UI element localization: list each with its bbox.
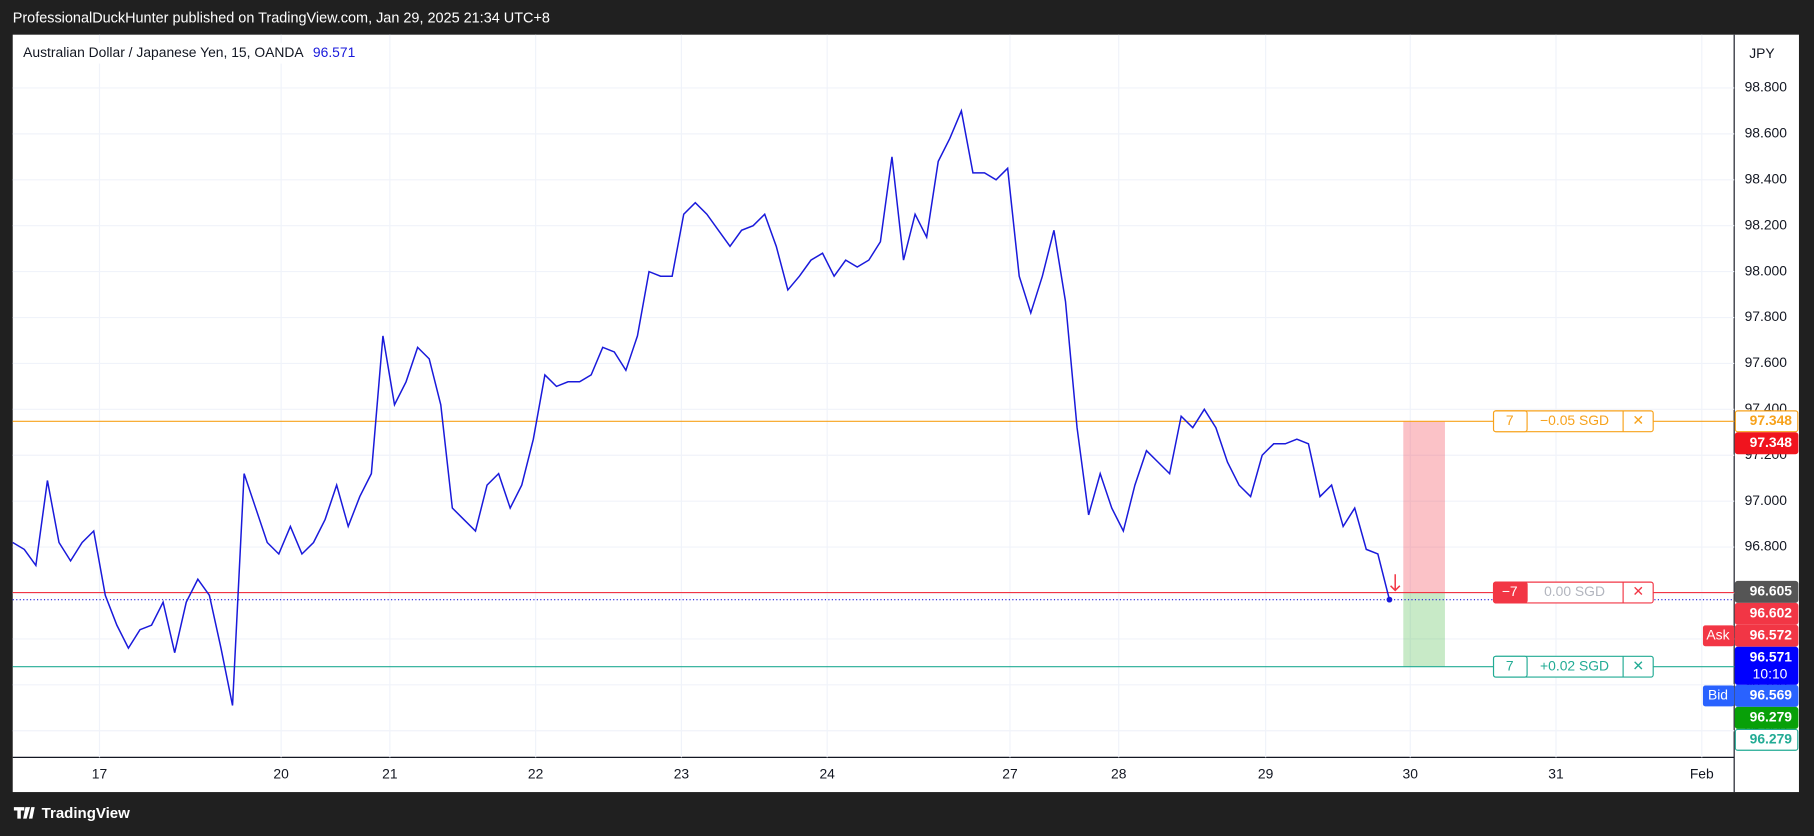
y-tick-label: 98.000 (1745, 262, 1788, 278)
x-tick-label: Feb (1690, 765, 1714, 781)
price-line (12, 108, 1391, 706)
legend-title: Australian Dollar / Japanese Yen, 15, OA… (23, 44, 304, 60)
y-tick-label: 98.200 (1745, 216, 1788, 232)
price-label-bg (1734, 728, 1799, 751)
price-label-bg (1734, 410, 1799, 433)
order-panel[interactable]: 7 −0.05 SGD ✕ (1492, 410, 1654, 433)
y-tick-label: 97.600 (1745, 354, 1788, 370)
order-qty: 7 (1506, 412, 1514, 428)
price-label-bg (1734, 624, 1799, 647)
qty-cell (1492, 581, 1528, 604)
price-label: 96.602 (1750, 604, 1793, 620)
y-tick-label: 96.800 (1745, 538, 1788, 554)
price-label: 96.571 (1750, 648, 1793, 664)
brand: TradingView (42, 805, 131, 822)
x-tick-label: 28 (1111, 765, 1127, 781)
header-text: ProfessionalDuckHunter published on Trad… (13, 10, 550, 26)
y-tick-label: 98.400 (1745, 170, 1788, 186)
price-axis: 96.00096.20096.40096.60096.80097.00097.2… (92, 79, 1799, 781)
x-tick-label: 22 (528, 765, 544, 781)
qty-cell (1492, 655, 1528, 678)
order-pnl: 0.00 SGD (1544, 583, 1605, 599)
legend-price: 96.571 (313, 44, 356, 60)
price-label: 96.279 (1750, 731, 1793, 747)
price-label-bg (1734, 432, 1799, 455)
loss-zone (1403, 421, 1445, 593)
price-label: 96.572 (1750, 626, 1793, 642)
order-qty: −7 (1502, 583, 1518, 599)
y-tick-label: 98.600 (1745, 125, 1788, 141)
countdown: 10:10 (1753, 666, 1788, 682)
price-label-bg (1734, 646, 1799, 685)
price-label-bg (1734, 706, 1799, 729)
order-panel[interactable]: 7 +0.02 SGD ✕ (1492, 655, 1654, 678)
price-label-bg (1734, 602, 1799, 625)
order-pnl: −0.05 SGD (1540, 412, 1609, 428)
currency-label[interactable]: JPY (1749, 45, 1774, 61)
order-pnl: +0.02 SGD (1540, 657, 1609, 673)
x-tick-label: 27 (1002, 765, 1018, 781)
x-tick-label: 24 (819, 765, 835, 781)
order-close[interactable]: ✕ (1632, 583, 1644, 599)
plot: 7 −0.05 SGD ✕ −7 0.00 SGD ✕ 7 +0.02 SGD ✕ (12, 108, 1735, 706)
x-tick-label: 30 (1403, 765, 1419, 781)
tag-bg (1702, 685, 1735, 707)
tag-bg (1702, 625, 1735, 647)
x-tick-label: 21 (382, 765, 398, 781)
price-label: 96.279 (1750, 709, 1793, 725)
qty-cell (1492, 410, 1528, 433)
x-tick-label: 17 (92, 765, 108, 781)
price-label: 96.605 (1750, 583, 1793, 599)
y-tick-label: 97.000 (1745, 492, 1788, 508)
x-tick-label: 31 (1548, 765, 1564, 781)
profit-zone (1403, 592, 1445, 667)
x-tick-label: 20 (273, 765, 289, 781)
y-tick-label: 98.800 (1745, 79, 1788, 95)
order-close[interactable]: ✕ (1632, 412, 1644, 428)
y-tick-label: 97.800 (1745, 308, 1788, 324)
price-label: 97.348 (1750, 412, 1793, 428)
price-label: 96.569 (1750, 687, 1793, 703)
order-close[interactable]: ✕ (1632, 657, 1644, 673)
price-label-bg (1734, 684, 1799, 707)
price-tag: Ask (1706, 626, 1729, 642)
x-tick-label: 29 (1258, 765, 1274, 781)
x-tick-label: 23 (674, 765, 690, 781)
price-label: 97.348 (1750, 434, 1793, 450)
price-label-bg (1734, 580, 1799, 603)
legend-bg (16, 42, 387, 64)
price-tag: Bid (1708, 687, 1728, 703)
order-qty: 7 (1506, 657, 1514, 673)
order-panel[interactable]: −7 0.00 SGD ✕ (1492, 581, 1654, 604)
last-point (1386, 596, 1393, 603)
sell-arrow (1390, 574, 1401, 592)
